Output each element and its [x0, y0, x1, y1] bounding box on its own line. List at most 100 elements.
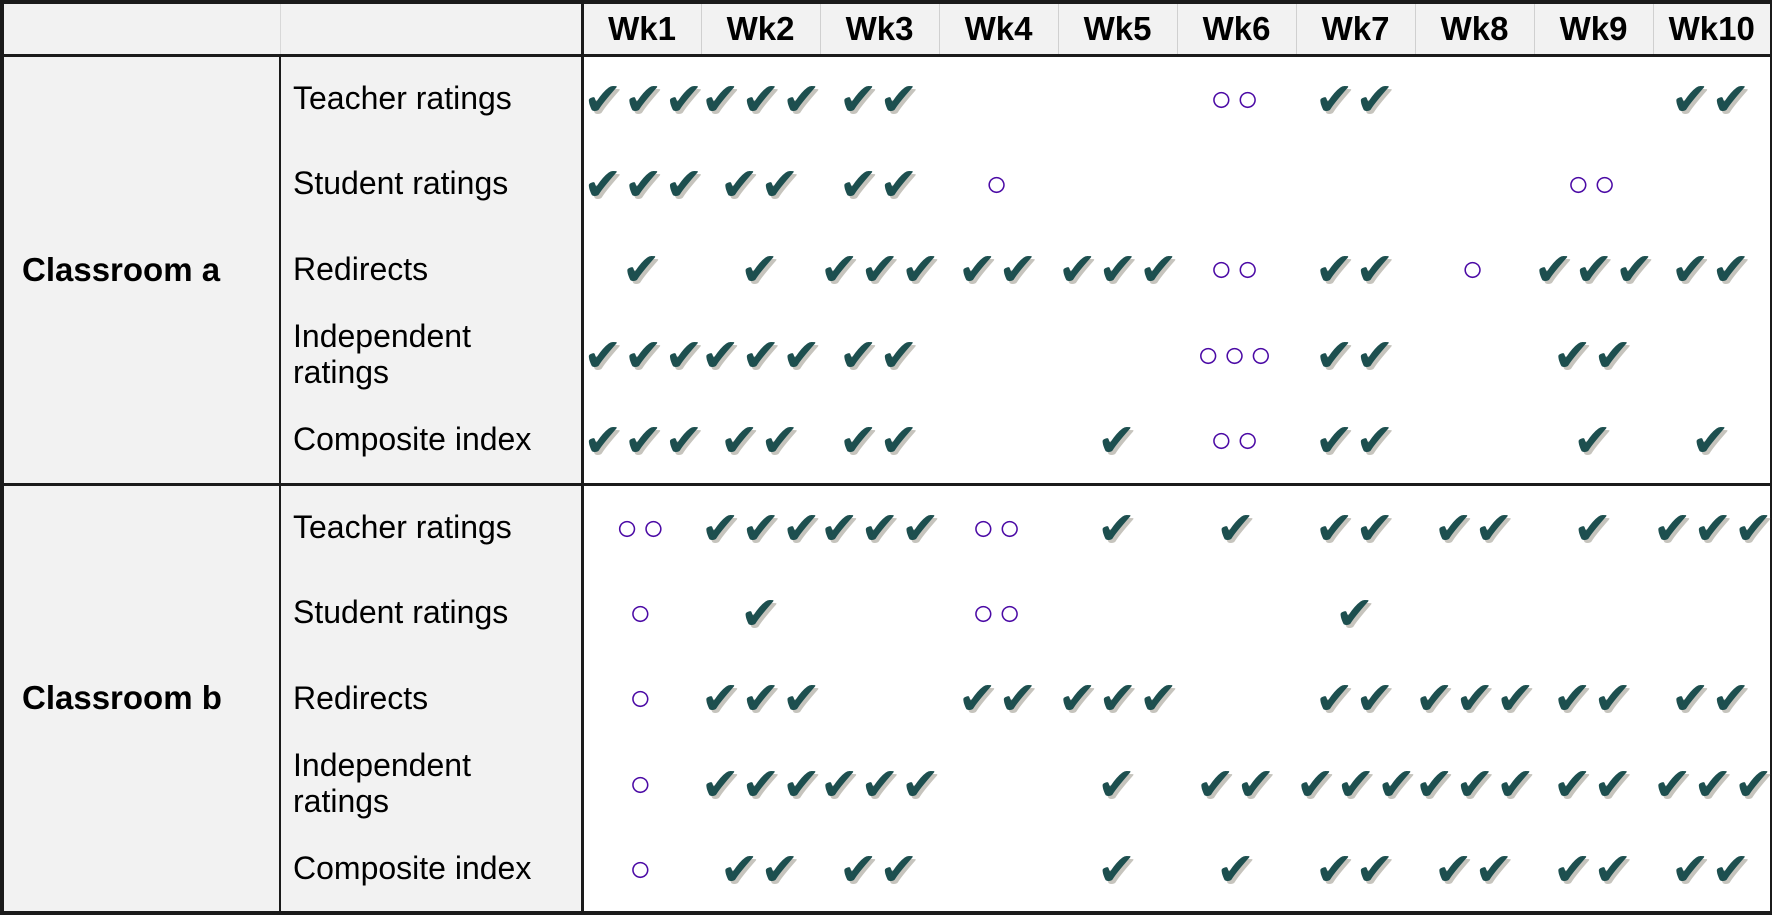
table-header: Wk1 Wk2 Wk3 Wk4 Wk5 Wk6 Wk7 Wk8 Wk9 Wk10 [2, 2, 1772, 57]
cell-classroom-a-student-ratings-wk6 [1177, 140, 1296, 227]
cell-classroom-b-teacher-ratings-wk10: ✔✔✔ [1653, 482, 1772, 570]
table-row: Classroom a Teacher ratings ✔✔✔ ✔✔✔ ✔✔ ○○ ✔✔ ✔✔ [2, 55, 1772, 484]
cell-classroom-a-redirects-wk6: ○○ [1177, 226, 1296, 313]
cell-classroom-a-composite-index-wk1: ✔✔✔ [582, 398, 703, 484]
cell-classroom-b-teacher-ratings-wk6: ✔ [1177, 482, 1296, 570]
cell-classroom-a-composite-index-wk10: ✔ [1653, 398, 1772, 484]
cell-classroom-b-teacher-ratings-wk9: ✔ [1534, 482, 1653, 570]
cell-classroom-b-redirects-wk3 [820, 655, 939, 742]
table-row: Redirects ✔ ✔ ✔✔✔ ✔✔ ✔✔✔ ○○ ✔✔ ○ ✔✔✔ ✔✔ [2, 226, 1772, 313]
cell-classroom-b-student-ratings-wk6 [1177, 569, 1296, 656]
cell-classroom-a-student-ratings-wk9: ○○ [1534, 140, 1653, 227]
cell-classroom-b-redirects-wk6 [1177, 655, 1296, 742]
table-row: Independent ratings ○ ✔✔✔ ✔✔✔ ✔ ✔✔ ✔✔✔ ✔✔✔ ✔✔ ✔✔✔ [2, 741, 1772, 828]
cell-classroom-b-redirects-wk10: ✔✔ [1653, 655, 1772, 742]
cell-classroom-b-independent-ratings-wk10: ✔✔✔ [1653, 741, 1772, 828]
cell-classroom-b-redirects-wk5: ✔✔✔ [1058, 655, 1178, 742]
row-label-classroom-a-composite-index: Composite index [280, 398, 584, 484]
row-label-classroom-a-redirects: Redirects [280, 226, 584, 313]
cell-classroom-a-teacher-ratings-wk5 [1058, 55, 1177, 141]
row-label-classroom-a-teacher-ratings: Teacher ratings [280, 55, 584, 141]
cell-classroom-b-composite-index-wk3: ✔✔ [820, 827, 939, 913]
cell-classroom-b-teacher-ratings-wk3: ✔✔✔ [820, 482, 940, 570]
cell-classroom-a-composite-index-wk5: ✔ [1058, 398, 1177, 484]
cell-classroom-b-composite-index-wk1: ○ [582, 827, 701, 913]
cell-classroom-b-redirects-wk9: ✔✔ [1534, 655, 1653, 742]
cell-classroom-a-redirects-wk7: ✔✔ [1296, 226, 1415, 313]
cell-classroom-a-teacher-ratings-wk8 [1415, 55, 1534, 141]
table-row: Student ratings ○ ✔ ○○ ✔ [2, 569, 1772, 656]
cell-classroom-a-independent-ratings-wk10 [1653, 312, 1772, 399]
table-row: Composite index ○ ✔✔ ✔✔ ✔ ✔ ✔✔ ✔✔ ✔✔ ✔✔ [2, 827, 1772, 913]
row-label-classroom-b-redirects: Redirects [280, 655, 584, 742]
cell-classroom-b-redirects-wk1: ○ [582, 655, 701, 742]
cell-classroom-a-independent-ratings-wk9: ✔✔ [1534, 312, 1653, 399]
table-row: Independent ratings ✔✔✔ ✔✔✔ ✔✔ ○○○ ✔✔ ✔✔ [2, 312, 1772, 399]
cell-classroom-a-student-ratings-wk10 [1653, 140, 1772, 227]
cell-classroom-b-teacher-ratings-wk1: ○○ [582, 482, 701, 570]
cell-classroom-b-student-ratings-wk7: ✔ [1296, 569, 1415, 656]
cell-classroom-a-composite-index-wk9: ✔ [1534, 398, 1653, 484]
cell-classroom-b-composite-index-wk4 [939, 827, 1058, 913]
cell-classroom-b-redirects-wk4: ✔✔ [939, 655, 1058, 742]
cell-classroom-b-teacher-ratings-wk5: ✔ [1058, 482, 1177, 570]
row-label-classroom-a-student-ratings: Student ratings [280, 140, 584, 227]
cell-classroom-a-teacher-ratings-wk2: ✔✔✔ [701, 55, 821, 141]
table-row: Redirects ○ ✔✔✔ ✔✔ ✔✔✔ ✔✔ ✔✔✔ ✔✔ ✔✔ [2, 655, 1772, 742]
week-header-wk5: Wk5 [1057, 2, 1177, 57]
cell-classroom-a-composite-index-wk6: ○○ [1177, 398, 1296, 484]
cell-classroom-a-composite-index-wk4 [939, 398, 1058, 484]
cell-classroom-b-redirects-wk7: ✔✔ [1296, 655, 1415, 742]
cell-classroom-b-independent-ratings-wk8: ✔✔✔ [1415, 741, 1535, 828]
week-header-wk7: Wk7 [1295, 2, 1415, 57]
cell-classroom-b-student-ratings-wk3 [820, 569, 939, 656]
cell-classroom-b-independent-ratings-wk6: ✔✔ [1177, 741, 1296, 828]
cell-classroom-a-teacher-ratings-wk1: ✔✔✔ [582, 55, 703, 141]
cell-classroom-a-redirects-wk9: ✔✔✔ [1534, 226, 1654, 313]
cell-classroom-b-composite-index-wk5: ✔ [1058, 827, 1177, 913]
cell-classroom-a-independent-ratings-wk7: ✔✔ [1296, 312, 1415, 399]
row-label-classroom-b-teacher-ratings: Teacher ratings [280, 482, 584, 570]
cell-classroom-a-independent-ratings-wk4 [939, 312, 1058, 399]
cell-classroom-a-independent-ratings-wk3: ✔✔ [820, 312, 939, 399]
row-label-classroom-b-student-ratings: Student ratings [280, 569, 584, 656]
cell-classroom-b-composite-index-wk9: ✔✔ [1534, 827, 1653, 913]
cell-classroom-a-independent-ratings-wk8 [1415, 312, 1534, 399]
cell-classroom-a-redirects-wk4: ✔✔ [939, 226, 1058, 313]
cell-classroom-a-independent-ratings-wk6: ○○○ [1177, 312, 1296, 399]
cell-classroom-a-student-ratings-wk2: ✔✔ [701, 140, 820, 227]
cell-classroom-b-teacher-ratings-wk8: ✔✔ [1415, 482, 1534, 570]
cell-classroom-a-redirects-wk2: ✔ [701, 226, 820, 313]
table-row: Composite index ✔✔✔ ✔✔ ✔✔ ✔ ○○ ✔✔ ✔ ✔ [2, 398, 1772, 484]
cell-classroom-b-independent-ratings-wk5: ✔ [1058, 741, 1177, 828]
cell-classroom-a-teacher-ratings-wk4 [939, 55, 1058, 141]
classroom-b-label: Classroom b [2, 482, 281, 913]
cell-classroom-a-redirects-wk3: ✔✔✔ [820, 226, 940, 313]
cell-classroom-b-student-ratings-wk5 [1058, 569, 1177, 656]
cell-classroom-b-student-ratings-wk1: ○ [582, 569, 701, 656]
week-header-wk4: Wk4 [938, 2, 1058, 57]
cell-classroom-b-independent-ratings-wk3: ✔✔✔ [820, 741, 940, 828]
cell-classroom-a-teacher-ratings-wk7: ✔✔ [1296, 55, 1415, 141]
cell-classroom-a-redirects-wk5: ✔✔✔ [1058, 226, 1178, 313]
cell-classroom-b-student-ratings-wk2: ✔ [701, 569, 820, 656]
cell-classroom-b-student-ratings-wk9 [1534, 569, 1653, 656]
cell-classroom-a-teacher-ratings-wk3: ✔✔ [820, 55, 939, 141]
cell-classroom-a-redirects-wk10: ✔✔ [1653, 226, 1772, 313]
cell-classroom-b-independent-ratings-wk2: ✔✔✔ [701, 741, 821, 828]
cell-classroom-a-composite-index-wk2: ✔✔ [701, 398, 820, 484]
week-header-wk10: Wk10 [1652, 2, 1772, 57]
cell-classroom-a-composite-index-wk3: ✔✔ [820, 398, 939, 484]
cell-classroom-a-independent-ratings-wk1: ✔✔✔ [582, 312, 703, 399]
cell-classroom-a-student-ratings-wk1: ✔✔✔ [582, 140, 703, 227]
cell-classroom-b-composite-index-wk10: ✔✔ [1653, 827, 1772, 913]
cell-classroom-a-teacher-ratings-wk6: ○○ [1177, 55, 1296, 141]
cell-classroom-a-student-ratings-wk3: ✔✔ [820, 140, 939, 227]
cell-classroom-a-student-ratings-wk4: ○ [939, 140, 1058, 227]
row-label-classroom-a-independent-ratings: Independent ratings [280, 312, 584, 399]
row-label-classroom-b-independent-ratings: Independent ratings [280, 741, 584, 828]
cell-classroom-a-student-ratings-wk5 [1058, 140, 1177, 227]
cell-classroom-a-redirects-wk8: ○ [1415, 226, 1534, 313]
cell-classroom-a-teacher-ratings-wk9 [1534, 55, 1653, 141]
